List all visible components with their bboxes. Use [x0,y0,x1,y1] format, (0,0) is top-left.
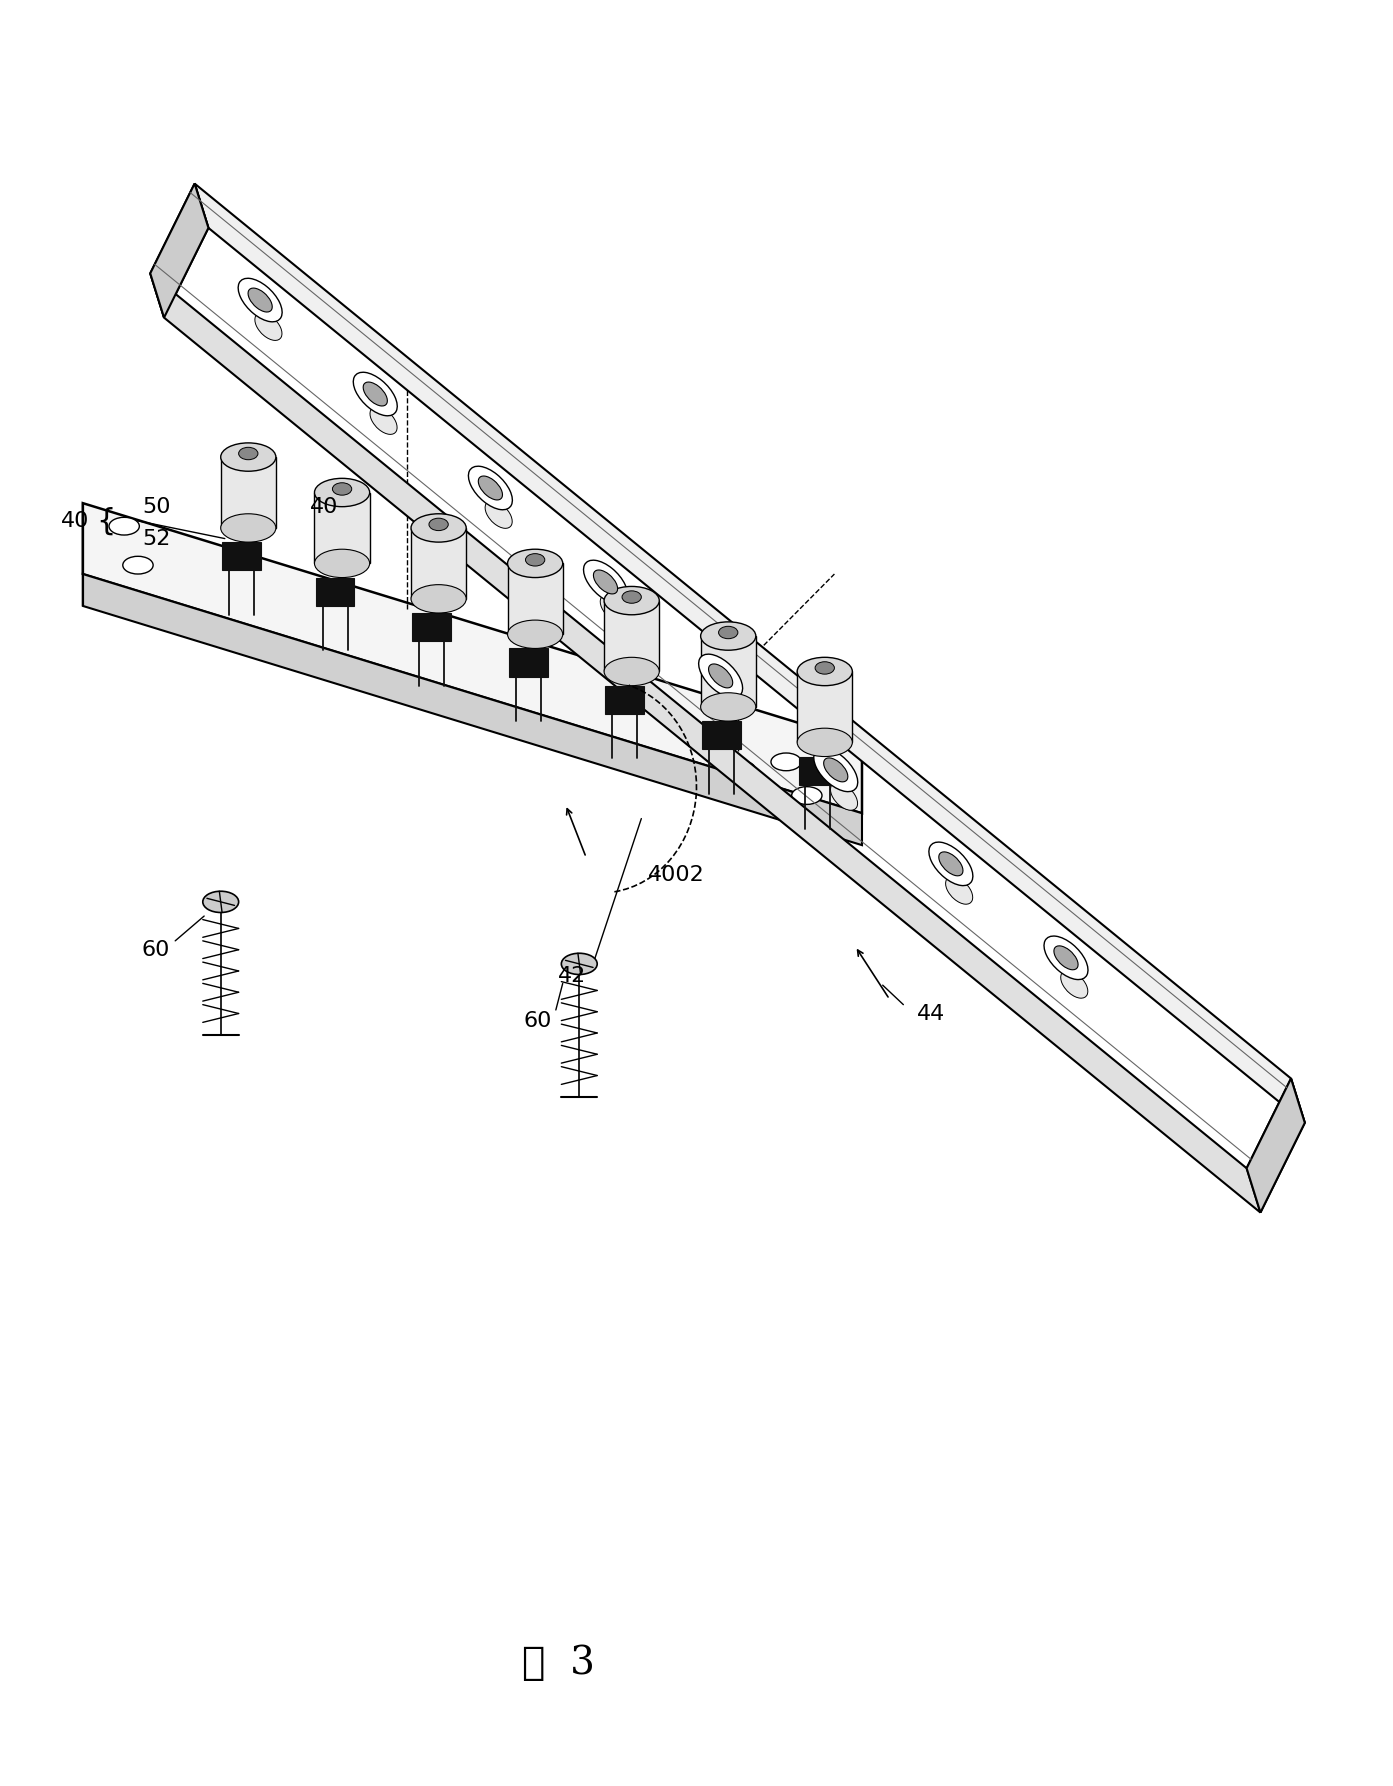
Ellipse shape [203,891,238,913]
Ellipse shape [823,757,848,782]
Text: 44: 44 [917,1004,946,1023]
Polygon shape [150,184,209,318]
Polygon shape [798,757,837,784]
Ellipse shape [220,514,276,543]
Ellipse shape [411,514,467,543]
Polygon shape [702,722,741,750]
Ellipse shape [946,877,972,904]
Ellipse shape [238,279,283,321]
Polygon shape [412,613,451,641]
Ellipse shape [364,382,387,405]
Text: 图  3: 图 3 [522,1645,595,1682]
Ellipse shape [791,786,822,804]
Ellipse shape [248,288,272,313]
Text: 42: 42 [559,966,586,986]
Text: 60: 60 [524,1011,552,1031]
Ellipse shape [485,500,513,529]
Ellipse shape [797,729,853,757]
Ellipse shape [315,550,369,577]
Ellipse shape [478,477,503,500]
Ellipse shape [770,754,801,772]
Text: 52: 52 [142,529,170,548]
Polygon shape [82,573,862,845]
Ellipse shape [734,763,755,777]
Ellipse shape [815,663,834,673]
Ellipse shape [584,561,627,604]
Ellipse shape [220,443,276,472]
Ellipse shape [701,693,756,722]
Ellipse shape [709,664,733,688]
Ellipse shape [333,482,351,495]
Ellipse shape [1043,936,1088,979]
Ellipse shape [507,550,563,577]
Ellipse shape [561,954,598,975]
Ellipse shape [605,586,659,614]
Polygon shape [150,184,209,318]
Polygon shape [507,563,563,634]
Ellipse shape [929,841,972,886]
Polygon shape [150,273,1261,1213]
Text: 40: 40 [311,497,338,516]
Polygon shape [606,686,644,714]
Polygon shape [1247,1079,1305,1213]
Text: 60: 60 [141,939,170,959]
Polygon shape [220,457,276,529]
Polygon shape [221,543,260,570]
Ellipse shape [315,479,369,507]
Text: 50: 50 [142,497,170,516]
Ellipse shape [354,371,397,416]
Ellipse shape [1055,947,1078,970]
Ellipse shape [123,555,153,573]
Text: 4002: 4002 [648,864,705,886]
Ellipse shape [525,554,545,566]
Ellipse shape [830,782,858,811]
Ellipse shape [468,466,513,509]
Ellipse shape [814,748,858,791]
Ellipse shape [623,591,641,604]
Ellipse shape [701,622,756,650]
Polygon shape [316,577,354,605]
Ellipse shape [255,313,281,341]
Ellipse shape [109,518,139,536]
Ellipse shape [429,518,449,530]
Polygon shape [701,636,756,707]
Ellipse shape [411,584,467,613]
Polygon shape [315,493,369,563]
Ellipse shape [371,407,397,434]
Ellipse shape [605,657,659,686]
Ellipse shape [1060,970,1088,998]
Ellipse shape [507,620,563,648]
Ellipse shape [939,852,963,875]
Polygon shape [1247,1079,1305,1213]
Polygon shape [605,600,659,672]
Text: {: { [96,507,116,536]
Polygon shape [508,648,547,677]
Ellipse shape [600,595,627,622]
Ellipse shape [797,657,853,686]
Polygon shape [195,184,1305,1123]
Ellipse shape [238,446,258,459]
Ellipse shape [699,654,742,698]
Ellipse shape [716,689,742,716]
Ellipse shape [593,570,617,595]
Polygon shape [411,529,467,598]
Polygon shape [82,504,862,813]
Polygon shape [797,672,853,743]
Text: 40: 40 [61,511,89,530]
Ellipse shape [719,627,738,639]
